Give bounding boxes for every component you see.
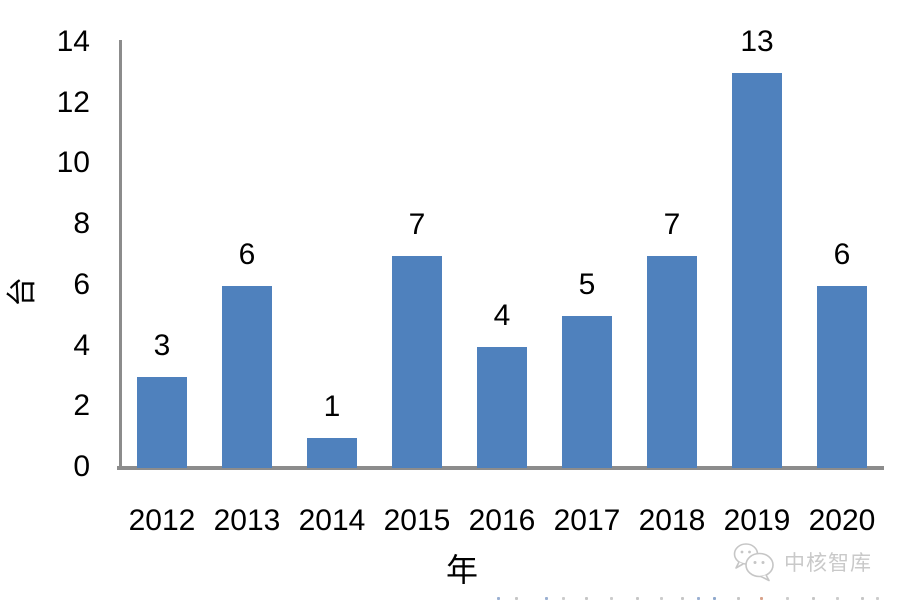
y-tick-label-6: 6: [73, 267, 90, 301]
bar-2014: [307, 437, 357, 468]
bar-2019: [732, 73, 782, 468]
bar-2012: [137, 376, 187, 468]
y-tick-label-10: 10: [56, 146, 90, 180]
watermark: 中核智库: [732, 542, 872, 582]
cropped-text-speck: [660, 597, 663, 600]
cropped-text-speck: [610, 597, 613, 600]
y-tick-label-2: 2: [73, 389, 90, 423]
cropped-text-remnant: [0, 596, 898, 600]
bar-2013: [222, 285, 272, 468]
cropped-text-speck: [681, 597, 684, 600]
x-tick-label-2018: 2018: [638, 504, 706, 537]
bar-value-label-2012: 3: [153, 328, 171, 362]
cropped-text-speck: [737, 597, 740, 600]
x-tick-label-2017: 2017: [553, 504, 621, 537]
y-tick-label-0: 0: [73, 450, 90, 483]
bar-value-label-2018: 7: [663, 207, 681, 241]
cropped-text-speck: [697, 597, 700, 600]
x-axis-line: [117, 466, 884, 470]
y-tick-label-14: 14: [56, 25, 90, 58]
bar-2018: [647, 255, 697, 468]
x-tick-label-2013: 2013: [213, 504, 281, 537]
x-axis-title: 年: [445, 551, 478, 589]
wechat-chat-bubbles-icon: [733, 543, 774, 582]
cropped-text-speck: [545, 597, 548, 600]
cropped-text-speck: [760, 597, 763, 600]
x-tick-label-2015: 2015: [383, 504, 451, 537]
bar-value-label-2013: 6: [238, 237, 256, 271]
y-tick-label-12: 12: [56, 85, 90, 119]
cropped-text-speck: [812, 597, 815, 600]
watermark-text: 中核智库: [784, 552, 872, 575]
bar-value-label-2015: 7: [408, 207, 426, 241]
bar-2017: [562, 316, 612, 468]
bar-2020: [817, 285, 867, 468]
x-tick-label-2016: 2016: [468, 504, 536, 537]
y-tick-label-8: 8: [73, 207, 90, 241]
x-tick-label-2020: 2020: [808, 504, 876, 537]
bar-2016: [477, 346, 527, 468]
bar-2015: [392, 255, 442, 468]
x-tick-label-2012: 2012: [128, 504, 196, 537]
cropped-text-speck: [713, 597, 716, 600]
bar-value-label-2017: 5: [578, 268, 596, 302]
cropped-text-speck: [861, 597, 864, 600]
y-axis-line: [119, 40, 122, 468]
cropped-text-speck: [515, 597, 518, 600]
cropped-text-speck: [636, 597, 639, 600]
cropped-text-speck: [562, 597, 565, 600]
cropped-text-speck: [876, 597, 879, 600]
x-tick-label-2019: 2019: [723, 504, 791, 537]
bar-value-label-2014: 1: [323, 389, 341, 423]
x-tick-label-2014: 2014: [298, 504, 366, 537]
cropped-text-speck: [836, 597, 839, 600]
cropped-text-speck: [786, 597, 789, 600]
cropped-text-speck: [585, 597, 588, 600]
bar-value-label-2020: 6: [833, 237, 851, 271]
bar-value-label-2016: 4: [493, 298, 511, 332]
bar-value-label-2019: 13: [740, 25, 774, 59]
cropped-text-speck: [497, 597, 500, 600]
y-tick-label-4: 4: [73, 328, 90, 362]
